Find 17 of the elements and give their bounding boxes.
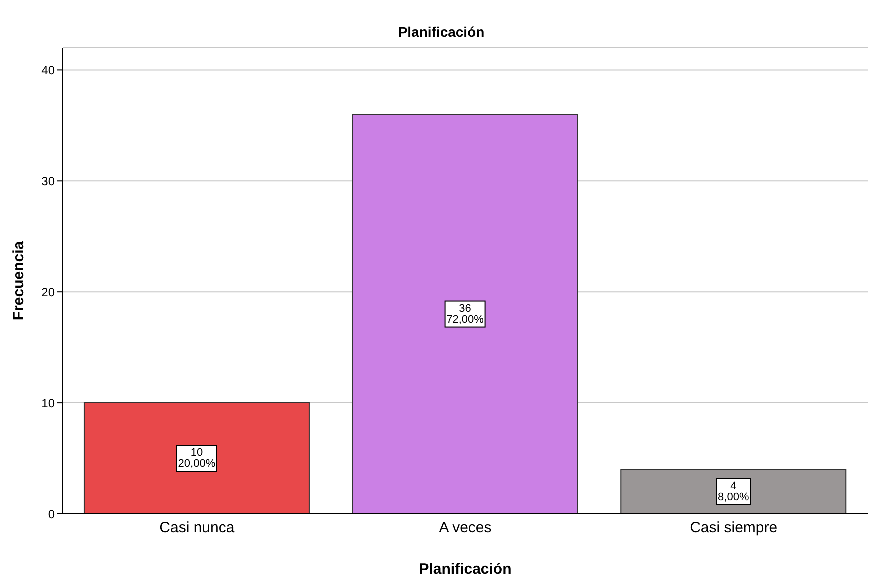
bar bbox=[352, 114, 578, 514]
y-axis-title: Frecuencia bbox=[10, 240, 28, 321]
data-label: 36 72,00% bbox=[446, 302, 484, 326]
chart-title: Planificación bbox=[397, 24, 486, 40]
y-tick-label: 0 bbox=[48, 507, 56, 522]
y-tick-label: 20 bbox=[42, 285, 56, 300]
bar bbox=[84, 402, 310, 514]
x-tick-label: Casi nunca bbox=[160, 520, 236, 537]
y-tick-label: 30 bbox=[42, 174, 56, 188]
x-tick-label: Casi siempre bbox=[690, 520, 778, 537]
data-label: 10 20,00% bbox=[178, 447, 216, 470]
y-tick-label: 10 bbox=[42, 396, 56, 410]
x-axis-title: Planificación bbox=[419, 561, 512, 578]
data-label: 4 8,00% bbox=[718, 480, 750, 504]
bar bbox=[620, 469, 847, 514]
y-tick-label: 40 bbox=[42, 63, 56, 78]
x-tick-label: A veces bbox=[439, 520, 492, 537]
